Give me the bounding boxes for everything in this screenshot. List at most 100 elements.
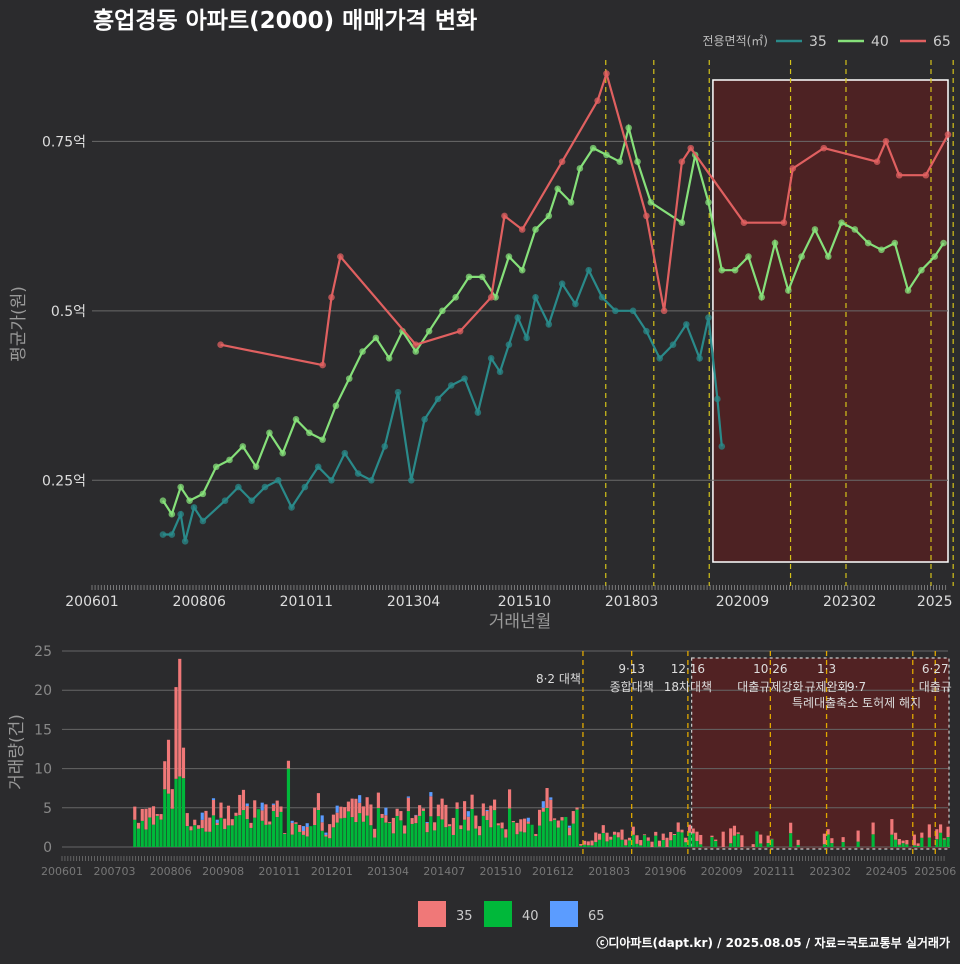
data-point-65 [488, 294, 495, 301]
volume-bar-40 [294, 824, 297, 847]
data-point-40 [479, 274, 486, 281]
volume-bar-35 [504, 829, 507, 837]
legend-label-35: 35 [809, 34, 827, 50]
volume-bar-40 [594, 842, 597, 847]
volume-bar-35 [489, 806, 492, 828]
volume-bar-40 [358, 813, 361, 847]
highlight-region [713, 80, 948, 562]
data-point-35 [421, 416, 428, 423]
volume-bar-35 [291, 823, 294, 835]
data-point-40 [719, 267, 726, 274]
volume-bar-40 [253, 818, 256, 847]
data-point-65 [896, 172, 903, 179]
volume-bar-35 [872, 823, 875, 835]
data-point-35 [275, 477, 282, 484]
volume-bar-40 [501, 828, 504, 847]
volume-bar-35 [148, 808, 151, 818]
volume-bar-35 [523, 819, 526, 833]
y-tick-label: 0.25억 [42, 473, 86, 489]
data-point-40 [825, 253, 832, 260]
volume-bar-40 [583, 845, 586, 847]
data-point-40 [519, 267, 526, 274]
volume-bar-35 [171, 789, 174, 809]
volume-bar-40 [515, 834, 518, 847]
x-tick-label: 200806 [172, 594, 226, 610]
data-point-40 [918, 267, 925, 274]
volume-bar-40 [351, 817, 354, 847]
volume-bar-40 [545, 808, 548, 847]
volume-bar-40 [695, 841, 698, 847]
data-point-40 [940, 240, 947, 247]
data-point-40 [373, 335, 380, 342]
volume-bar-35 [306, 827, 309, 836]
volume-bar-35 [737, 832, 740, 833]
volume-bar-40 [261, 821, 264, 847]
volume-bar-40 [733, 836, 736, 847]
volume-bar-35 [928, 824, 931, 837]
data-point-40 [905, 287, 912, 294]
volume-bar-35 [189, 826, 192, 830]
volume-bar-35 [590, 841, 593, 846]
volume-bar-40 [602, 833, 605, 847]
data-point-35 [461, 375, 468, 382]
data-point-35 [630, 308, 637, 315]
volume-bar-40 [628, 840, 631, 847]
data-point-40 [758, 294, 765, 301]
volume-bar-40 [234, 816, 237, 847]
volume-bar-35 [317, 793, 320, 810]
data-point-35 [572, 301, 579, 308]
volume-bar-35 [276, 801, 279, 817]
data-point-40 [213, 463, 220, 470]
volume-bar-40 [212, 815, 215, 847]
data-point-35 [381, 443, 388, 450]
volume-bar-35 [478, 826, 481, 835]
volume-bar-40 [366, 816, 369, 847]
data-point-40 [319, 436, 326, 443]
volume-bar-40 [939, 833, 942, 847]
volume-bar-65 [272, 804, 275, 805]
volume-bar-40 [174, 779, 177, 847]
volume-bar-35 [710, 836, 713, 837]
data-point-40 [590, 145, 597, 152]
volume-bar-40 [167, 794, 170, 847]
volume-bar-35 [396, 809, 399, 816]
volume-bar-40 [182, 778, 185, 847]
volume-bar-35 [534, 834, 537, 836]
policy-label: 18차대책 [664, 679, 712, 694]
volume-bar-35 [714, 840, 717, 841]
volume-bar-40 [890, 835, 893, 847]
volume-bar-35 [692, 829, 695, 834]
policy-label: 종합대책 [610, 679, 654, 694]
volume-bar-35 [354, 799, 357, 822]
data-point-35 [714, 396, 721, 403]
volume-bar-40 [339, 818, 342, 847]
volume-bar-35 [467, 817, 470, 831]
volume-bar-35 [943, 838, 946, 839]
volume-bar-35 [553, 818, 556, 819]
volume-bar-65 [291, 821, 294, 823]
data-point-40 [772, 240, 779, 247]
volume-bar-35 [598, 834, 601, 840]
x-tick-label: 201011 [280, 594, 333, 610]
volume-bar-40 [347, 811, 350, 847]
volume-bar-35 [939, 824, 942, 832]
legend-label-65: 65 [588, 909, 605, 924]
volume-bar-35 [268, 822, 271, 825]
volume-bar-40 [268, 824, 271, 847]
volume-bar-35 [351, 799, 354, 818]
volume-bar-35 [452, 818, 455, 835]
volume-bar-40 [609, 840, 612, 847]
x-tick-label: 202302 [809, 865, 851, 878]
data-point-35 [506, 341, 513, 348]
data-point-40 [506, 253, 513, 260]
volume-bar-35 [399, 811, 402, 820]
data-point-40 [931, 253, 938, 260]
volume-bar-35 [193, 820, 196, 825]
volume-bar-35 [486, 811, 489, 820]
x-tick-label: 200703 [93, 865, 135, 878]
volume-bar-35 [947, 827, 950, 837]
volume-bar-35 [133, 807, 136, 820]
volume-bar-40 [789, 833, 792, 847]
volume-bar-40 [714, 841, 717, 847]
